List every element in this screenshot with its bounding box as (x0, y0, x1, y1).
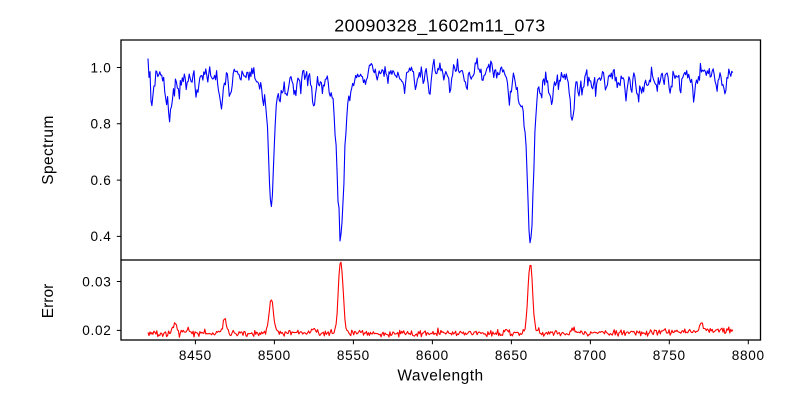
svg-text:8550: 8550 (337, 348, 370, 363)
svg-text:0.03: 0.03 (82, 274, 111, 289)
svg-text:Spectrum: Spectrum (40, 115, 57, 185)
svg-text:0.4: 0.4 (91, 229, 112, 244)
svg-text:20090328_1602m11_073: 20090328_1602m11_073 (334, 16, 545, 37)
svg-text:8600: 8600 (416, 348, 449, 363)
svg-text:1.0: 1.0 (91, 60, 112, 75)
svg-text:0.8: 0.8 (91, 117, 112, 132)
svg-text:8700: 8700 (574, 348, 607, 363)
svg-text:8750: 8750 (653, 348, 686, 363)
svg-text:8500: 8500 (258, 348, 291, 363)
svg-text:Error: Error (40, 284, 57, 318)
svg-text:Wavelength: Wavelength (397, 368, 483, 385)
svg-text:8450: 8450 (179, 348, 212, 363)
svg-text:8650: 8650 (495, 348, 528, 363)
svg-text:0.02: 0.02 (82, 323, 111, 338)
svg-text:0.6: 0.6 (91, 173, 112, 188)
svg-text:8800: 8800 (732, 348, 765, 363)
